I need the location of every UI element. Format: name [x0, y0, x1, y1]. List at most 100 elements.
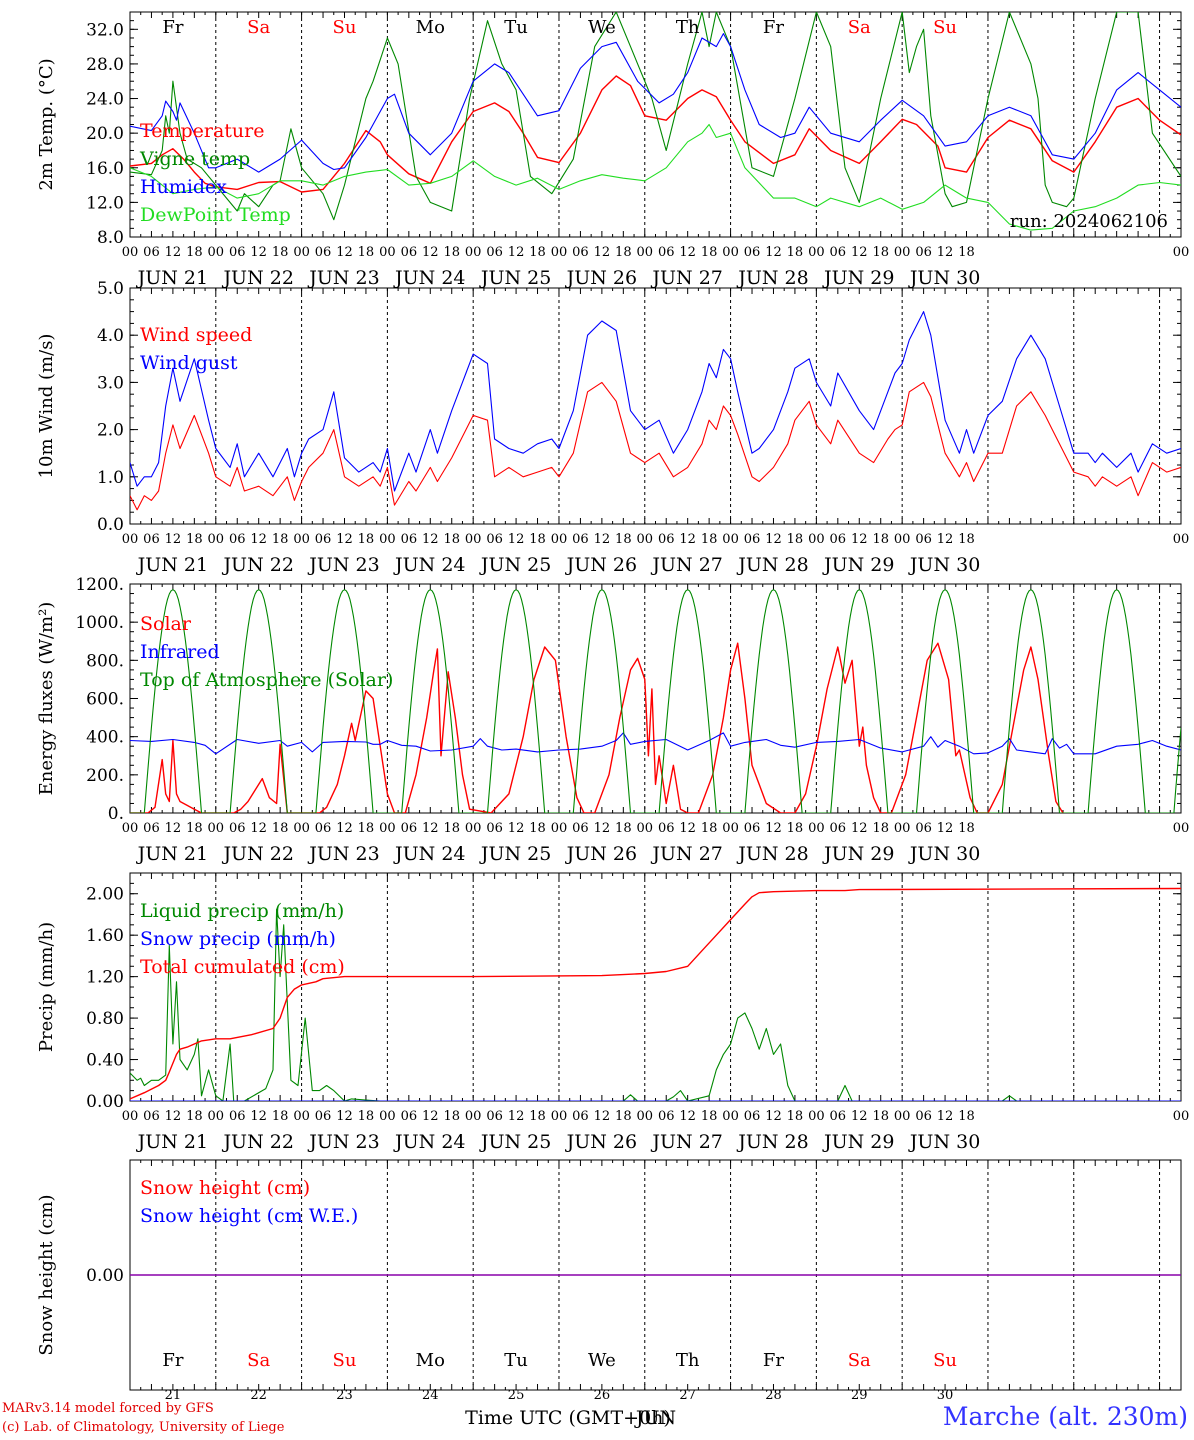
series-dewpoint-temp: [130, 123, 1181, 231]
weekday-label-bottom: Sa: [247, 1350, 270, 1371]
hour-tick-label: 18: [872, 821, 889, 836]
credit-model: MARv3.14 model forced by GFS: [2, 1401, 214, 1416]
day-number-label: 30: [937, 1388, 954, 1403]
hour-tick-label: 18: [272, 1109, 289, 1124]
day-number-label: 21: [165, 1388, 182, 1403]
y-tick-label: 800.: [86, 651, 124, 671]
y-tick-label: 20.0: [86, 124, 124, 144]
hour-tick-label: 12: [679, 245, 696, 260]
hour-tick-label: 12: [508, 821, 525, 836]
legend-entry: Snow precip (mm/h): [140, 928, 336, 950]
weekday-label-top: We: [588, 17, 616, 38]
hour-tick-label: 18: [872, 532, 889, 547]
hour-tick-label: 12: [508, 245, 525, 260]
hour-tick-label: 18: [529, 245, 546, 260]
date-label: JUN 29: [822, 1131, 894, 1153]
hour-tick-label: 00: [122, 532, 139, 547]
hour-tick-label: 18: [529, 532, 546, 547]
y-tick-label: 4.0: [97, 326, 124, 346]
day-number-label: 27: [679, 1388, 696, 1403]
series-liquid-precip-mm-h-: [130, 908, 1181, 1101]
hour-tick-label: 06: [658, 1109, 675, 1124]
hour-tick-label: 06: [915, 245, 932, 260]
y-tick-label: 1000.: [75, 613, 124, 633]
hour-tick-label: 06: [315, 245, 332, 260]
hour-tick-label: 00: [293, 821, 310, 836]
date-label: JUN 21: [136, 1131, 208, 1153]
panel-frame: [129, 287, 1182, 525]
hour-tick-label: 06: [915, 1109, 932, 1124]
hour-tick-label: 18: [615, 532, 632, 547]
series-group: [130, 12, 1181, 231]
hour-tick-label: 18: [701, 821, 718, 836]
series-vigne-temp: [130, 12, 1181, 221]
hour-tick-label: 06: [143, 1109, 160, 1124]
date-label: JUN 28: [736, 267, 808, 289]
hour-tick-label: 06: [744, 532, 761, 547]
hour-tick-label: 00: [379, 821, 396, 836]
hour-tick-label: 00: [379, 1109, 396, 1124]
hour-tick-label: 06: [229, 1109, 246, 1124]
legend-entry: Humidex: [140, 176, 227, 198]
date-label: JUN 29: [822, 554, 894, 576]
hour-tick-label: 06: [658, 821, 675, 836]
date-label: JUN 23: [307, 843, 379, 865]
day-number-label: 23: [336, 1388, 353, 1403]
hour-tick-label: 00: [379, 245, 396, 260]
hour-tick-label: 18: [872, 1109, 889, 1124]
hour-tick-label: 12: [594, 821, 611, 836]
hour-tick-label: 00: [637, 1109, 654, 1124]
hour-tick-label: 12: [594, 532, 611, 547]
hour-tick-label: 06: [401, 532, 418, 547]
hour-tick-label: 18: [358, 821, 375, 836]
series-wind-gust: [130, 311, 1181, 492]
hour-tick-label: 12: [508, 1109, 525, 1124]
hour-tick-label: 00: [808, 532, 825, 547]
hour-tick-label: 18: [787, 821, 804, 836]
panel-wind: 0.0 1.0 2.0 3.0 4.0 5.0 10m Wind (m/s) Wind spe…: [36, 279, 1189, 576]
hour-tick-label: 18: [358, 245, 375, 260]
weekday-label-top: Sa: [247, 17, 270, 38]
hour-tick-label: 12: [765, 1109, 782, 1124]
weekday-label-bottom: Fr: [162, 1350, 183, 1371]
hour-tick-label: 12: [851, 821, 868, 836]
hour-tick-label: 12: [422, 532, 439, 547]
legend-entry: Infrared: [140, 641, 220, 663]
series-temperature: [130, 75, 1181, 193]
hour-tick-label: 00: [722, 245, 739, 260]
hour-tick-label: 00: [722, 821, 739, 836]
weekday-label-bottom: Sa: [848, 1350, 871, 1371]
hour-tick-label: 00: [465, 821, 482, 836]
hour-tick-label: 00: [208, 245, 225, 260]
y-tick-label: 400.: [86, 728, 124, 748]
y-tick-label: 1200.: [75, 575, 124, 595]
date-label: JUN 30: [908, 554, 980, 576]
hour-tick-label: 06: [486, 532, 503, 547]
y-axis-label: 10m Wind (m/s): [36, 334, 57, 479]
hour-tick-label: 12: [851, 1109, 868, 1124]
date-label: JUN 27: [650, 1131, 722, 1153]
credit-lab: (c) Lab. of Climatology, University of L…: [2, 1420, 285, 1435]
hour-tick-label: 06: [229, 532, 246, 547]
hour-tick-label: 12: [937, 1109, 954, 1124]
hour-tick-label: 18: [787, 1109, 804, 1124]
weekday-label-bottom: Su: [933, 1350, 957, 1371]
hour-tick-label: 06: [830, 1109, 847, 1124]
hour-tick-label: 12: [165, 1109, 182, 1124]
legend-entry: Snow height (cm): [140, 1177, 310, 1199]
hour-tick-label: 12: [937, 821, 954, 836]
hour-tick-label: 00: [293, 245, 310, 260]
series-infrared: [130, 732, 1181, 755]
hour-tick-label: 00: [465, 245, 482, 260]
weekday-label-bottom: Tu: [504, 1350, 528, 1371]
hour-tick-label: 00: [208, 532, 225, 547]
hour-tick-label: 12: [165, 532, 182, 547]
date-label: JUN 25: [479, 1131, 551, 1153]
hour-tick-label: 18: [358, 532, 375, 547]
hour-tick-label: 06: [830, 532, 847, 547]
hour-tick-label: 06: [572, 1109, 589, 1124]
hour-tick-label: 00: [122, 245, 139, 260]
hour-tick-label: 00: [1173, 532, 1190, 547]
hour-tick-label: 18: [787, 245, 804, 260]
hour-tick-label: 12: [851, 245, 868, 260]
